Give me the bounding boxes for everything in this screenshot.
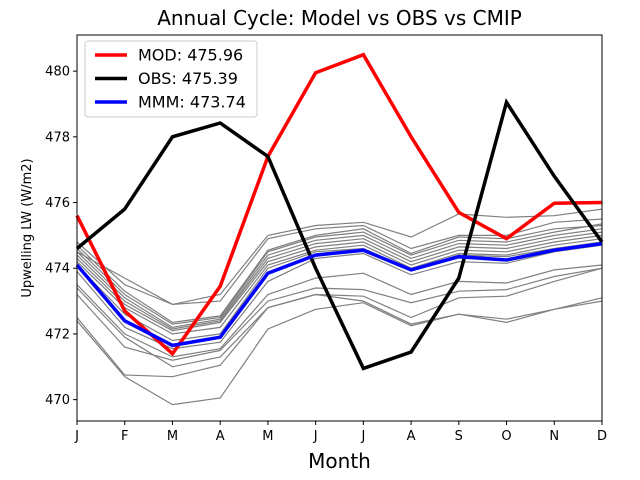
cmip-model-line-5 (76, 228, 603, 329)
main-series-lines (75, 52, 604, 371)
legend-label-obs: OBS: 475.39 (138, 69, 238, 88)
y-tick-label: 470 (45, 393, 70, 408)
cmip-model-line-12 (76, 267, 603, 361)
x-tick-label: J (313, 429, 318, 444)
x-tick-label: A (216, 429, 225, 444)
cmip-model-line-1 (76, 208, 603, 306)
cmip-model-line-15 (76, 297, 603, 406)
series-line-mmm (75, 241, 603, 348)
series-line-mod (75, 52, 603, 357)
x-tick-label: M (167, 429, 178, 444)
x-axis-label: Month (308, 449, 371, 473)
y-tick-label: 476 (45, 196, 70, 211)
y-axis-ticks: 470 472 474 476 478 480 (45, 65, 77, 408)
x-tick-label: A (407, 429, 416, 444)
cmip-model-line-8 (76, 238, 603, 335)
cmip-model-line-9 (76, 241, 603, 342)
x-tick-label: M (262, 429, 273, 444)
legend-box (84, 40, 258, 118)
cmip-model-line-6 (76, 231, 603, 330)
cmip-model-line-14 (76, 293, 603, 378)
x-tick-label: O (501, 429, 511, 444)
y-tick-label: 472 (45, 327, 70, 342)
x-tick-label: N (549, 429, 559, 444)
chart-title: Annual Cycle: Model vs OBS vs CMIP (157, 6, 522, 30)
x-tick-label: J (360, 429, 365, 444)
x-tick-label: F (121, 429, 128, 444)
legend-label-mmm: MMM: 473.74 (138, 93, 246, 112)
cmip-model-line-11 (76, 264, 603, 358)
y-tick-label: 474 (45, 262, 70, 277)
legend-label-mod: MOD: 475.96 (138, 46, 243, 65)
x-tick-label: J (74, 429, 79, 444)
y-axis-label: Upwelling LW (W/m2) (20, 158, 35, 297)
plot-frame (76, 34, 603, 422)
series-line-obs (75, 98, 604, 371)
cmip-model-lines (76, 208, 603, 406)
legend: MOD: 475.96 OBS: 475.39 MMM: 473.74 (84, 40, 258, 118)
y-tick-label: 478 (45, 130, 70, 145)
y-tick-label: 480 (45, 65, 70, 80)
cmip-model-line-7 (76, 234, 603, 332)
x-tick-label: D (597, 429, 607, 444)
x-tick-label: S (455, 429, 463, 444)
cmip-model-line-13 (76, 267, 603, 368)
cmip-model-line-4 (76, 223, 603, 325)
cmip-model-line-3 (76, 224, 603, 324)
